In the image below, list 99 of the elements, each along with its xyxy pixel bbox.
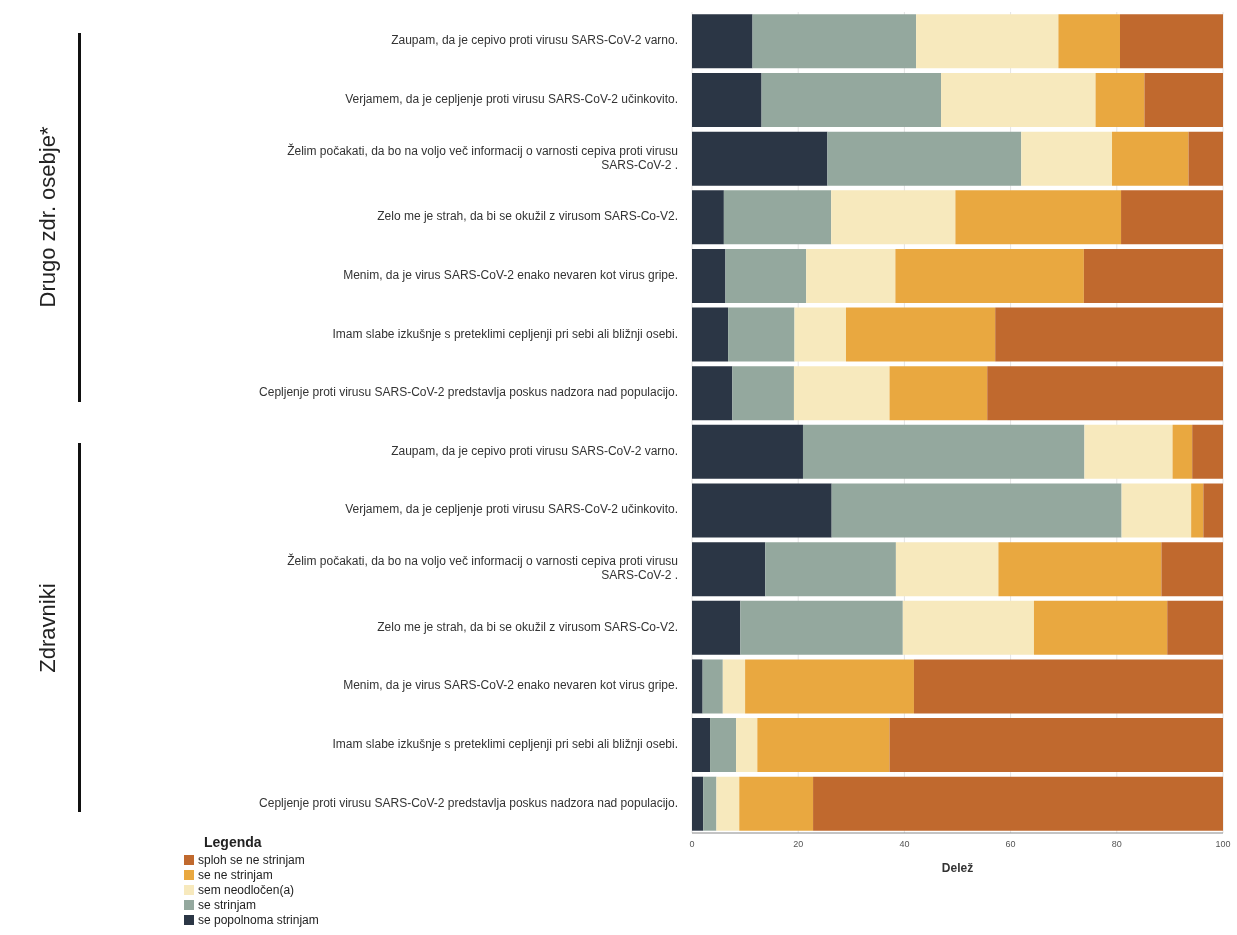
y-tick-label: Zelo me je strah, da bi se okužil z virusom SARS-Co-V2. [377, 209, 678, 224]
bar [692, 776, 704, 831]
bar [1112, 131, 1189, 186]
bar [889, 366, 988, 421]
bar [845, 307, 996, 362]
x-axis-title: Delež [941, 860, 974, 875]
bar [722, 659, 746, 714]
bar [761, 72, 942, 127]
bar [916, 14, 1059, 69]
bar [1095, 72, 1145, 127]
bar [895, 542, 999, 597]
bar [692, 14, 753, 69]
bar [745, 659, 914, 714]
y-tick-label: Želim počakati, da bo na voljo več informacij o varnosti cepiva proti virusu SARS-CoV-2 . [287, 553, 678, 583]
legend-label: sploh se ne strinjam [198, 852, 305, 867]
y-tick-label: Imam slabe izkušnje s preteklimi cepljenji pri sebi ali bližnji osebi. [332, 326, 678, 341]
legend-label: se popolnoma strinjam [198, 912, 319, 927]
bar [1119, 14, 1223, 69]
y-tick-label: Zaupam, da je cepivo proti virusu SARS-CoV-2 varno. [391, 443, 678, 458]
bar [1144, 72, 1223, 127]
legend-title: Legenda [204, 834, 263, 850]
bar [692, 366, 733, 421]
bar [1021, 131, 1113, 186]
x-tick-label: 40 [899, 839, 910, 850]
bar [1121, 483, 1192, 538]
bar [827, 131, 1022, 186]
bar [813, 776, 1223, 831]
bar [1191, 483, 1204, 538]
bar [1192, 424, 1223, 479]
bar [793, 366, 890, 421]
legend-label: sem neodločen(a) [198, 882, 295, 897]
bar [703, 776, 717, 831]
legend-label: se ne strinjam [198, 867, 273, 882]
x-tick-label: 60 [1005, 839, 1016, 850]
x-tick-label: 20 [793, 839, 804, 850]
y-tick-label: Cepljenje proti virusu SARS-CoV-2 predstavlja poskus nadzora nad populacijo. [259, 385, 678, 400]
bar [995, 307, 1223, 362]
text: Drugo zdr. osebje* [34, 125, 61, 310]
y-tick-label: Imam slabe izkušnje s preteklimi cepljenji pri sebi ali bližnji osebi. [332, 737, 678, 752]
bar [902, 600, 1034, 655]
bar [692, 600, 741, 655]
y-tick-label: Menim, da je virus SARS-CoV-2 enako nevaren kot virus gripe. [343, 678, 678, 693]
bar [692, 659, 703, 714]
y-tick-label: Verjamem, da je cepljenje proti virusu SARS-CoV-2 učinkovito. [345, 502, 678, 517]
bar [710, 718, 737, 773]
y-tick-label: Cepljenje proti virusu SARS-CoV-2 predstavlja poskus nadzora nad populacijo. [259, 795, 678, 810]
bar [692, 248, 726, 303]
text: Zdravniki [34, 582, 61, 675]
bar [831, 190, 956, 245]
bar [692, 307, 729, 362]
bar [1161, 542, 1223, 597]
bar [831, 483, 1122, 538]
bar [1058, 14, 1120, 69]
bar [723, 190, 832, 245]
bar [752, 14, 917, 69]
y-tick-label: Želim počakati, da bo na voljo več informacij o varnosti cepiva proti virusu SARS-CoV-2 . [287, 142, 678, 172]
bar [728, 307, 795, 362]
bar [757, 718, 890, 773]
bar [739, 776, 814, 831]
bar [806, 248, 896, 303]
bar [1167, 600, 1223, 655]
bar [692, 190, 724, 245]
x-tick-label: 80 [1111, 839, 1122, 850]
bar [895, 248, 1084, 303]
bar [955, 190, 1122, 245]
bar [692, 542, 766, 597]
bar [1188, 131, 1223, 186]
bar [1084, 424, 1173, 479]
legend-label: se strinjam [198, 897, 257, 912]
bar [1083, 248, 1223, 303]
bar [692, 424, 803, 479]
bar [702, 659, 723, 714]
bar [1172, 424, 1193, 479]
bar [802, 424, 1085, 479]
bar [1121, 190, 1223, 245]
y-tick-label: Menim, da je virus SARS-CoV-2 enako nevaren kot virus gripe. [343, 268, 678, 283]
bar [740, 600, 903, 655]
bar [913, 659, 1223, 714]
bar [692, 483, 832, 538]
bar [732, 366, 794, 421]
y-tick-label: Zelo me je strah, da bi se okužil z virusom SARS-Co-V2. [377, 619, 678, 634]
bar [998, 542, 1162, 597]
y-tick-label: Zaupam, da je cepivo proti virusu SARS-CoV-2 varno. [391, 33, 678, 48]
bar [692, 131, 828, 186]
bar [1203, 483, 1223, 538]
bar [1033, 600, 1168, 655]
bar [725, 248, 807, 303]
bar [794, 307, 846, 362]
bar [692, 72, 762, 127]
bar [716, 776, 740, 831]
bar [765, 542, 896, 597]
bar [692, 718, 711, 773]
y-tick-label: Verjamem, da je cepljenje proti virusu SARS-CoV-2 učinkovito. [345, 92, 678, 107]
bar [987, 366, 1223, 421]
x-tick-label: 0 [689, 839, 695, 850]
bar [941, 72, 1096, 127]
bar [736, 718, 758, 773]
x-tick-label: 100 [1215, 839, 1231, 850]
bar [889, 718, 1223, 773]
